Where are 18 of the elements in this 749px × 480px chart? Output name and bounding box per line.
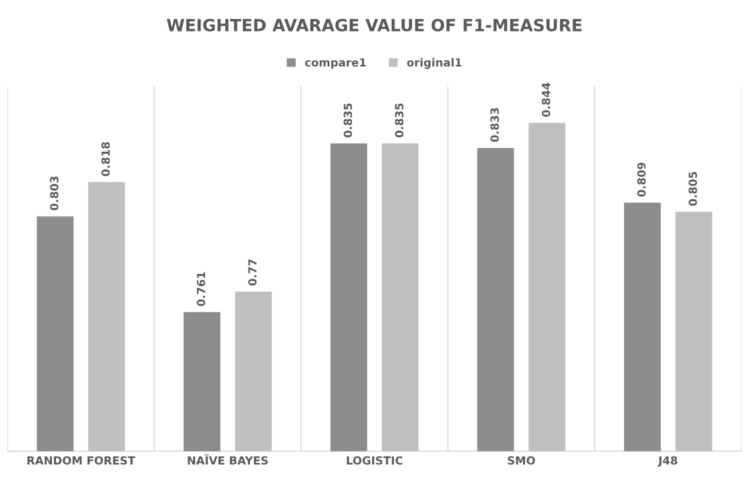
- legend-label: original1: [407, 58, 462, 69]
- data-label: 0.761: [196, 272, 206, 306]
- data-label: 0.835: [395, 103, 404, 138]
- data-label: 0.844: [542, 82, 550, 117]
- chart-title: WEIGHTED AVARAGE VALUE OF F1-MEASURE: [166, 18, 582, 32]
- x-tick-label: NAÏVE BAYES: [188, 454, 268, 465]
- data-label: 0.809: [637, 162, 646, 197]
- data-label: 0.803: [50, 176, 58, 210]
- x-tick-label: LOGISTIC: [346, 456, 402, 465]
- data-label: 0.77: [248, 260, 257, 286]
- data-label: 0.833: [490, 108, 499, 142]
- data-label: 0.835: [344, 103, 352, 138]
- legend-label: compare1: [305, 58, 366, 69]
- x-tick-label: J48: [658, 456, 678, 467]
- x-tick-label: SMO: [508, 456, 535, 465]
- data-label: 0.805: [688, 172, 698, 206]
- data-label: 0.818: [101, 142, 110, 176]
- x-tick-label: RANDOM FOREST: [28, 456, 136, 465]
